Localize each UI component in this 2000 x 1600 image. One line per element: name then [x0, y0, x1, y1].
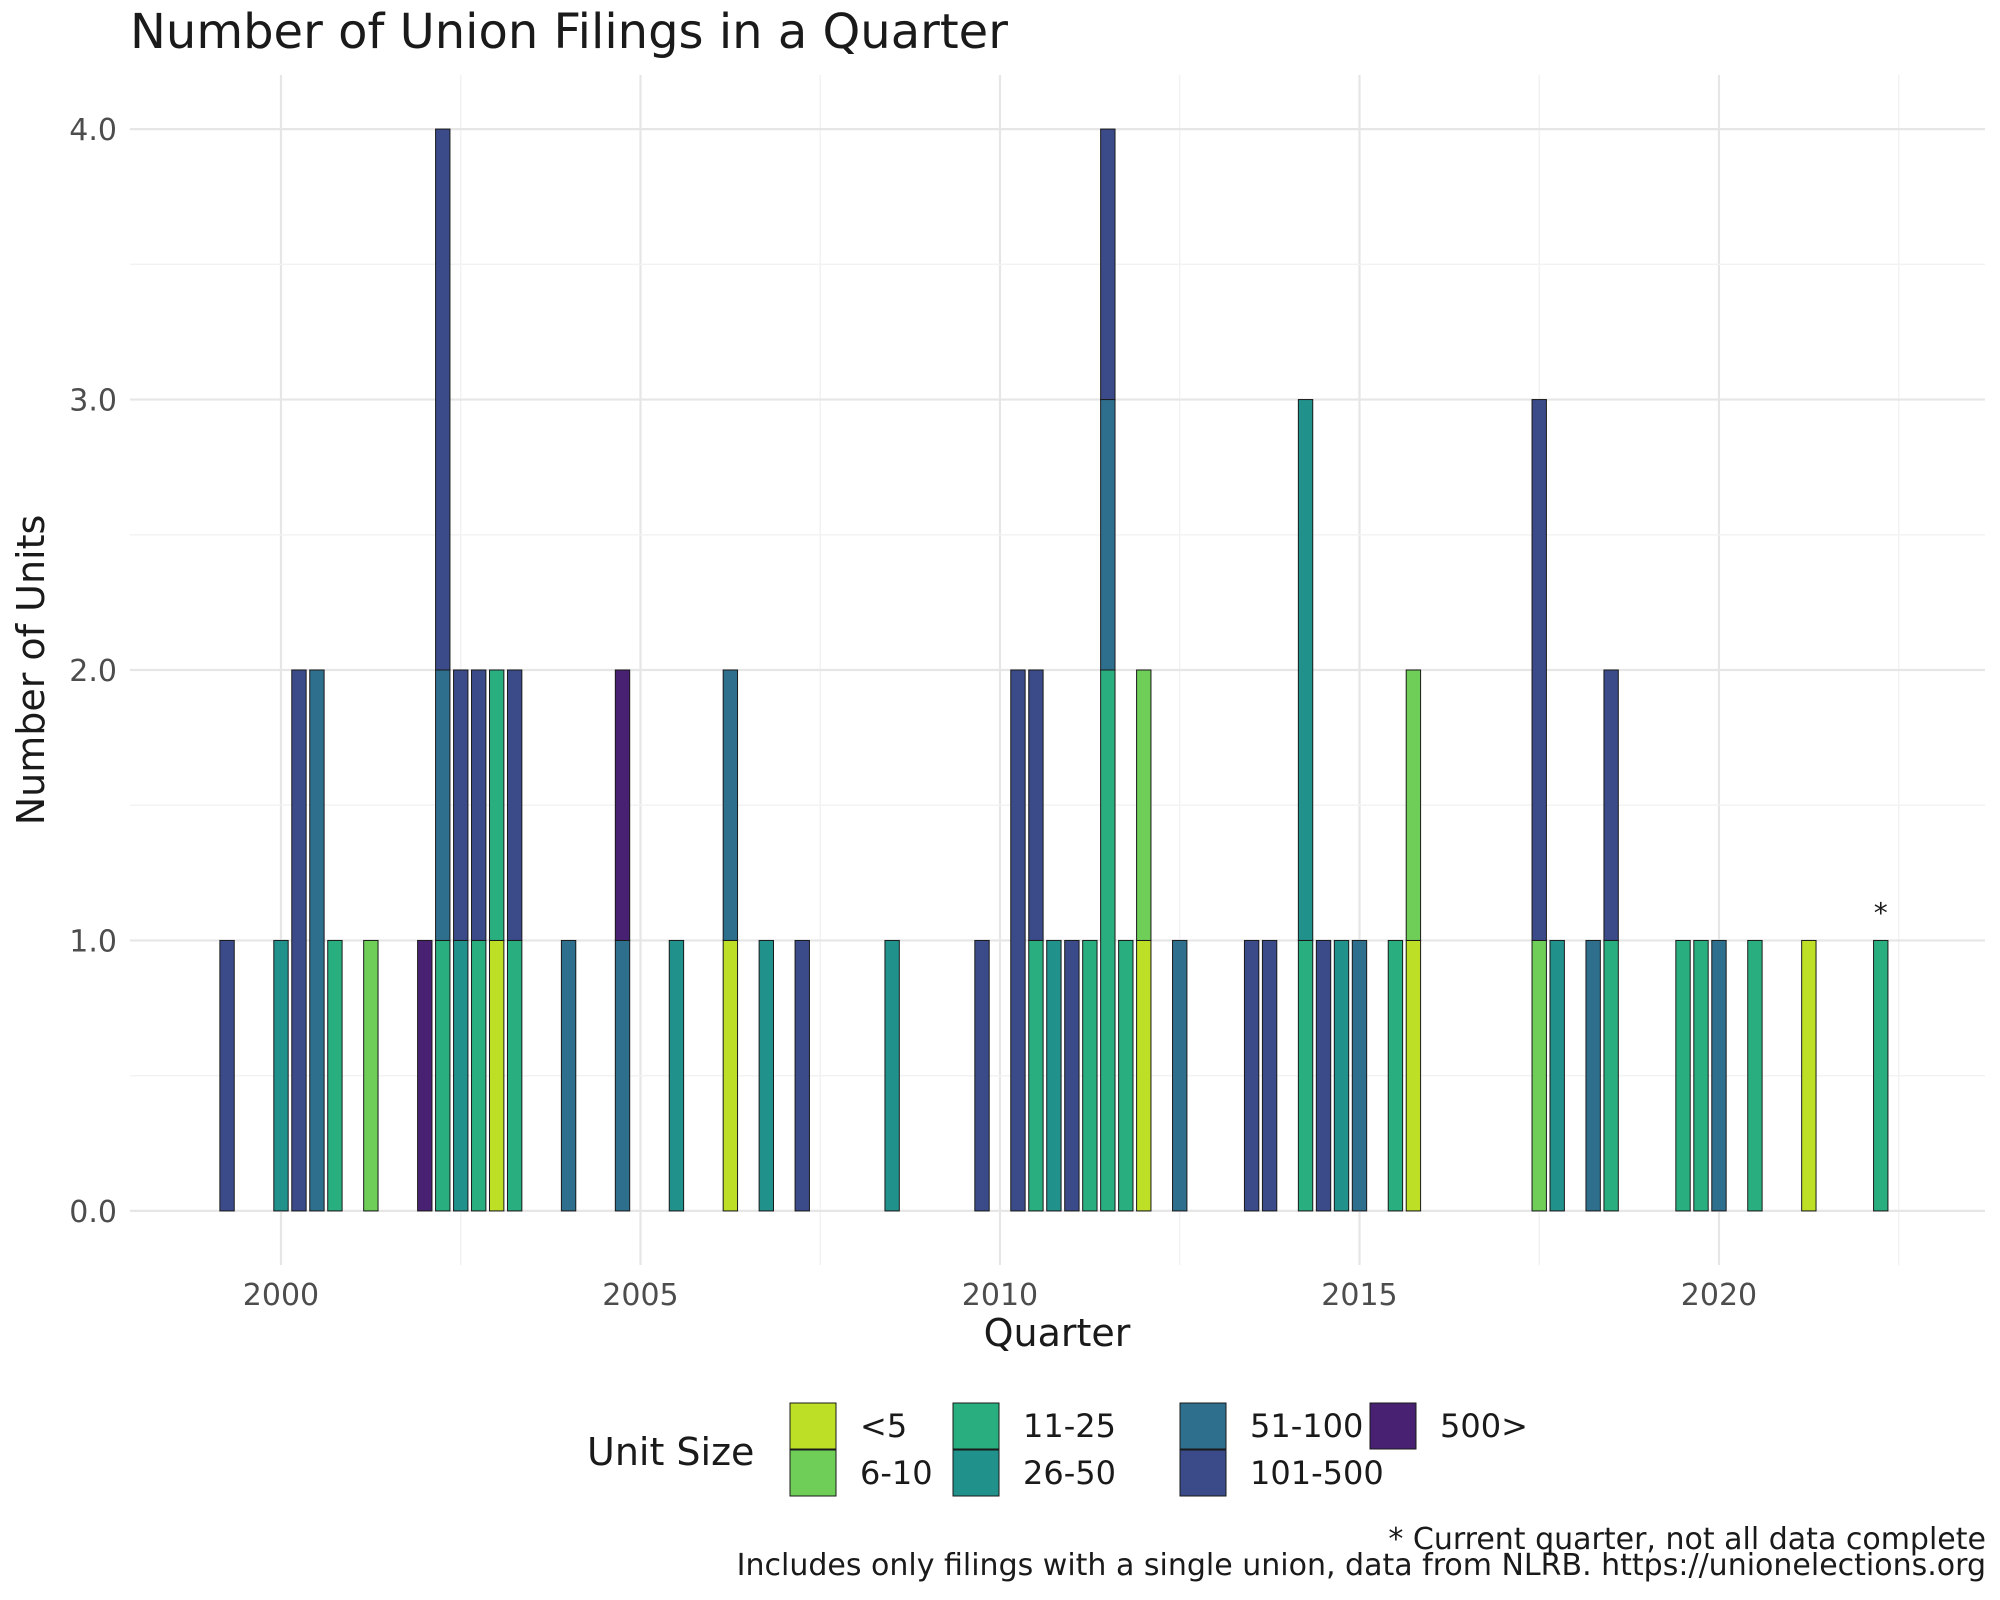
- bar-segment: [1693, 939, 1709, 1212]
- bar-segment: [1387, 939, 1404, 1212]
- asterisk-annotation: *: [1874, 896, 1888, 929]
- bar-segment: [1028, 669, 1044, 941]
- y-tick-label: 1.0: [69, 924, 117, 959]
- bar-segment: [614, 939, 631, 1212]
- x-tick-label: 2005: [602, 1278, 678, 1313]
- axis-ticks: 2000 2005 2010 2015 2020 0.0 1.0 2.0 3.0 4.0: [69, 113, 1757, 1313]
- bar-segment: [1100, 128, 1116, 401]
- bar-segment: [974, 939, 990, 1212]
- legend-label: 500>: [1440, 1407, 1528, 1445]
- bars: [219, 128, 1889, 1212]
- bar-segment: [471, 939, 487, 1212]
- legend: Unit Size <5 6-10 11-25 26-50 51-100 101-500 5…: [587, 1402, 1528, 1497]
- bar-segment: [1297, 399, 1314, 941]
- annotations: *: [1874, 896, 1888, 929]
- bar-segment: [488, 939, 505, 1212]
- bar-segment: [1172, 939, 1188, 1212]
- x-tick-label: 2015: [1321, 1278, 1397, 1313]
- legend-label: 11-25: [1023, 1407, 1116, 1445]
- bar-segment: [506, 669, 523, 941]
- legend-key: [952, 1402, 1000, 1450]
- x-tick-label: 2000: [243, 1278, 319, 1313]
- bar-segment: [1136, 939, 1152, 1212]
- bar-segment: [1243, 939, 1260, 1212]
- bar-segment: [1136, 669, 1152, 941]
- bar-segment: [1531, 399, 1547, 941]
- legend-key: [952, 1449, 1000, 1497]
- y-tick-label: 3.0: [69, 384, 117, 419]
- bar-segment: [1100, 669, 1116, 1212]
- bar-segment: [1082, 939, 1098, 1212]
- y-tick-label: 2.0: [69, 654, 117, 689]
- caption-source: Includes only filings with a single unio…: [736, 1548, 1986, 1583]
- y-tick-label: 0.0: [69, 1195, 117, 1230]
- bar-segment: [1046, 939, 1062, 1212]
- bar-segment: [453, 669, 469, 941]
- bar-segment: [1873, 939, 1889, 1212]
- legend-label: 6-10: [860, 1454, 933, 1492]
- legend-key: [789, 1402, 837, 1450]
- bar-segment: [1261, 939, 1278, 1212]
- bar-segment: [1315, 939, 1332, 1212]
- bar-segment: [435, 669, 451, 941]
- bar-segment: [309, 669, 325, 1212]
- bar-segment: [722, 669, 739, 941]
- bar-segment: [722, 939, 739, 1212]
- legend-key: [1179, 1402, 1227, 1450]
- bar-segment: [1118, 939, 1134, 1212]
- x-tick-label: 2020: [1681, 1278, 1757, 1313]
- bar-segment: [794, 939, 810, 1212]
- bar-segment: [1028, 939, 1044, 1212]
- bar-segment: [1675, 939, 1691, 1212]
- bar-segment: [1100, 399, 1116, 671]
- legend-label: 26-50: [1023, 1454, 1116, 1492]
- bar-segment: [1531, 939, 1547, 1212]
- bar-segment: [614, 669, 631, 941]
- bar-segment: [1351, 939, 1368, 1212]
- bar-segment: [273, 939, 289, 1212]
- legend-key: [1369, 1402, 1417, 1450]
- bar-segment: [1333, 939, 1350, 1212]
- bar-segment: [435, 128, 451, 671]
- legend-key: [789, 1449, 837, 1497]
- bar-segment: [363, 939, 379, 1212]
- bar-segment: [1585, 939, 1601, 1212]
- x-axis-title: Quarter: [984, 1311, 1131, 1355]
- bar-segment: [1603, 669, 1619, 941]
- bar-segment: [1405, 939, 1422, 1212]
- bar-segment: [1711, 939, 1727, 1212]
- legend-title: Unit Size: [587, 1430, 754, 1474]
- bar-segment: [560, 939, 577, 1212]
- legend-label: 101-500: [1250, 1454, 1384, 1492]
- bar-segment: [1603, 939, 1619, 1212]
- bar-segment: [1747, 939, 1763, 1212]
- bar-segment: [471, 669, 487, 941]
- bar-segment: [291, 669, 307, 1212]
- chart-title: Number of Union Filings in a Quarter: [130, 4, 1008, 60]
- bar-segment: [453, 939, 469, 1212]
- bar-segment: [506, 939, 523, 1212]
- bar-segment: [1405, 669, 1422, 941]
- bar-segment: [1801, 939, 1817, 1212]
- bar-segment: [758, 939, 774, 1212]
- bar-segment: [219, 939, 235, 1212]
- bar-segment: [884, 939, 900, 1212]
- x-tick-label: 2010: [962, 1278, 1038, 1313]
- bar-segment: [488, 669, 505, 941]
- bar-segment: [417, 939, 433, 1212]
- bar-segment: [1297, 939, 1314, 1212]
- legend-label: <5: [860, 1407, 907, 1445]
- caption-note: * Current quarter, not all data complete: [1388, 1522, 1986, 1557]
- bar-segment: [1010, 669, 1026, 1212]
- legend-key: [1179, 1449, 1227, 1497]
- y-axis-title: Number of Units: [9, 515, 53, 826]
- bar-segment: [1549, 939, 1565, 1212]
- legend-label: 51-100: [1250, 1407, 1363, 1445]
- y-tick-label: 4.0: [69, 113, 117, 148]
- bar-segment: [327, 939, 343, 1212]
- bar-segment: [435, 939, 451, 1212]
- bar-segment: [668, 939, 685, 1212]
- bar-segment: [1064, 939, 1080, 1212]
